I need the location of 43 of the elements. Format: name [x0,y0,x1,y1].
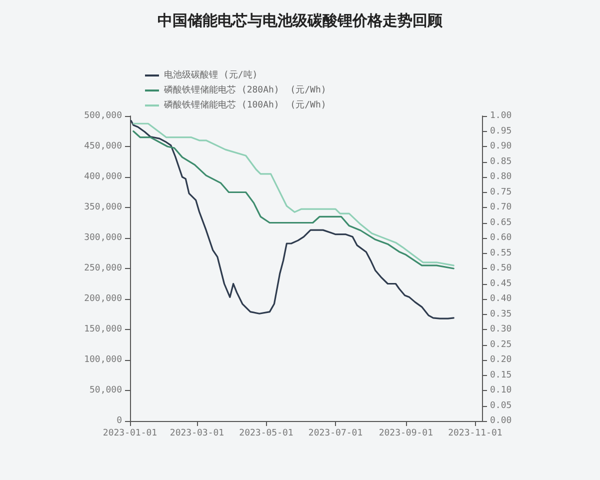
y-tick-label: 400,000 [84,172,122,182]
y2-tick-label: 0.25 [490,340,512,350]
y2-tick-label: 0.50 [490,264,512,274]
x-tick-label: 2023-03-01 [170,428,224,438]
y2-tick-label: 0.00 [490,416,512,426]
x-tick-label: 2023-07-01 [308,428,363,438]
y-tick-label: 300,000 [84,233,122,243]
x-tick-label: 2023-01-01 [102,428,158,438]
y2-tick-label: 0.05 [490,400,512,411]
y-tick-label: 50,000 [89,386,122,396]
y2-tick-label: 0.85 [490,156,512,167]
y2-tick-label: 0.30 [490,324,512,334]
y2-tick-label: 1.00 [490,111,512,121]
y2-tick-label: 0.55 [490,248,512,258]
y-tick-label: 150,000 [84,324,122,334]
y2-tick-label: 0.90 [490,142,512,152]
y2-tick-label: 0.45 [490,278,512,289]
y2-tick-label: 0.95 [490,126,512,136]
y2-tick-label: 0.60 [490,233,512,243]
y2-tick-label: 0.40 [490,294,512,304]
y-tick-label: 200,000 [84,294,122,304]
y-tick-label: 350,000 [84,202,122,212]
x-tick-label: 2023-09-01 [378,428,434,438]
x-tick-label: 2023-05-01 [239,428,294,438]
chart-title: 中国储能电芯与电池级碳酸锂价格走势回顾 [158,12,444,30]
y2-tick-label: 0.35 [490,309,512,320]
legend-label: 磷酸铁锂储能电芯 (280Ah) (元/Wh) [163,84,326,96]
y2-tick-label: 0.20 [490,355,512,365]
y-tick-label: 500,000 [84,111,122,121]
y2-tick-label: 0.65 [490,218,512,228]
y2-tick-label: 0.70 [490,202,512,212]
x-tick-label: 2023-11-01 [448,428,502,438]
y2-tick-label: 0.80 [490,172,512,182]
line-series [130,120,454,320]
y-tick-label: 100,000 [84,355,122,365]
y2-tick-label: 0.75 [490,187,512,198]
y-tick-label: 0 [116,416,122,426]
y-tick-label: 450,000 [84,142,122,152]
y2-tick-label: 0.10 [490,386,512,396]
legend-label: 磷酸铁锂储能电芯 (100Ah) (元/Wh) [163,100,326,110]
y2-tick-label: 0.15 [490,370,512,380]
y-tick-label: 250,000 [84,264,122,274]
legend-label: 电池级碳酸锂 (元/吨) [164,70,258,80]
